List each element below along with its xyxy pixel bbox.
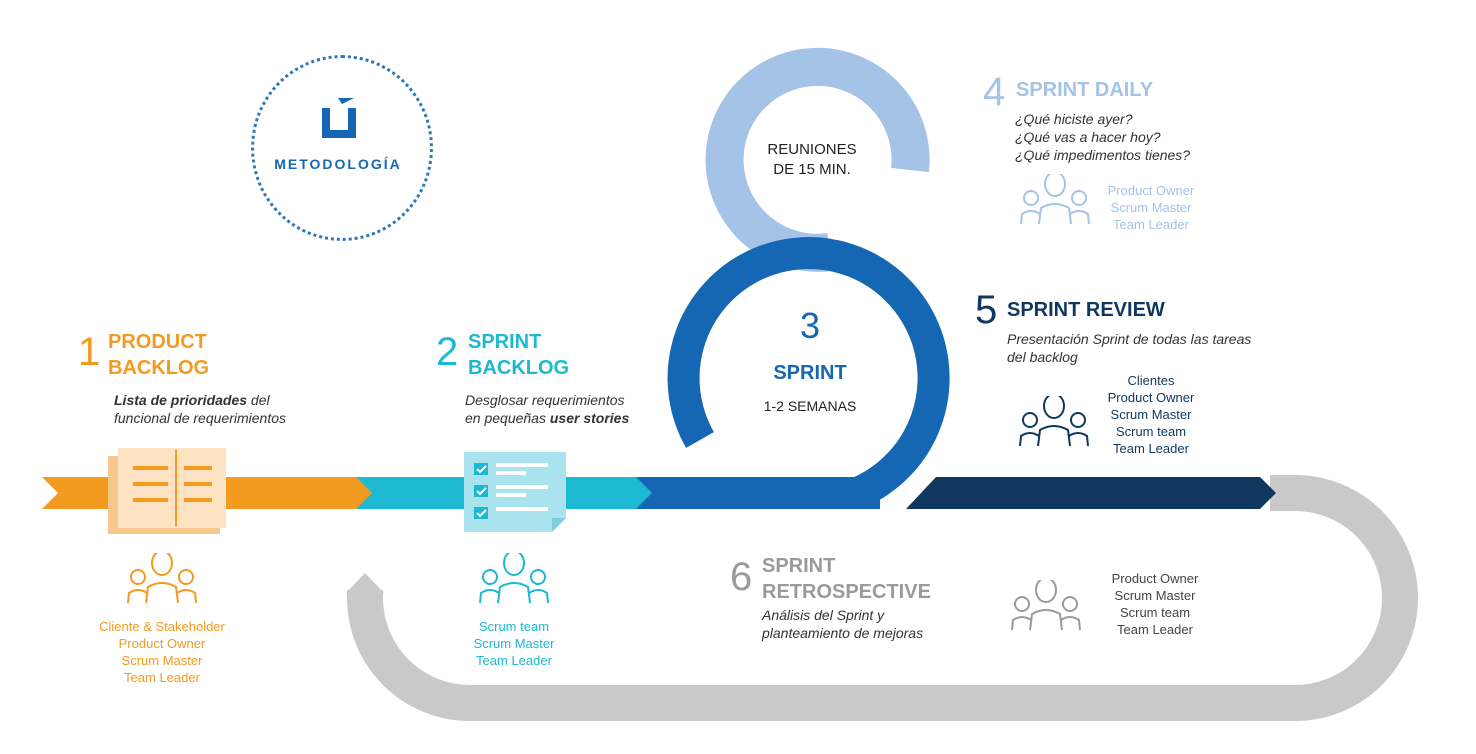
step-5-role: Clientes: [1127, 373, 1175, 388]
step-5-roles: Clientes Product Owner Scrum Master Scru…: [1096, 372, 1206, 457]
step-5-role: Team Leader: [1113, 441, 1189, 456]
step-2-role: Scrum Master: [473, 636, 555, 651]
step-2-role: Team Leader: [476, 653, 552, 668]
step-5-description-line: del backlog: [1007, 349, 1078, 365]
step-4-question: ¿Qué hiciste ayer?: [1015, 111, 1133, 127]
step-2-role: Scrum team: [478, 619, 550, 634]
step-6-role: Scrum Master: [1114, 588, 1196, 603]
retrospective-loop-arrowhead: [346, 573, 384, 593]
step-1-description-rest: del: [247, 392, 270, 408]
step-6-description-line: planteamiento de mejoras: [762, 625, 924, 641]
logo-ring: [251, 55, 433, 241]
step-6-description: Análisis del Sprint y planteamiento de m…: [762, 606, 923, 642]
step-1-role: Cliente & Stakeholder: [99, 619, 225, 634]
step-1-number: 1: [78, 330, 101, 374]
step-6-role: Product Owner: [1111, 571, 1199, 586]
step-1-role: Product Owner: [118, 636, 206, 651]
step-1-team-icon: [126, 550, 198, 610]
step-4-number: 4: [983, 70, 1006, 114]
step-2-title-line1: SPRINT: [468, 331, 542, 353]
step-1-title-line2: BACKLOG: [108, 357, 210, 379]
step-3-number: 3: [799, 305, 821, 346]
step-1-description-line2: funcional de requerimientos: [114, 410, 286, 426]
step-6-number: 6: [730, 555, 753, 599]
daily-loop-arc: [705, 47, 930, 272]
product-backlog-document-icon: [108, 448, 226, 534]
step-5-number: 5: [975, 288, 998, 332]
step-2-description-pre: en pequeñas: [465, 410, 550, 426]
step-5-description-line: Presentación Sprint de todas las tareas: [1007, 331, 1252, 347]
step-3-subtitle: 1-2 SEMANAS: [763, 398, 857, 414]
daily-loop-label-line2: DE 15 MIN.: [773, 161, 851, 178]
step-3-title: SPRINT: [773, 362, 847, 384]
daily-loop-label: REUNIONES DE 15 MIN.: [752, 140, 872, 180]
step-2-title-line2: BACKLOG: [468, 357, 570, 379]
band-blue: [636, 477, 880, 509]
step-1-role: Scrum Master: [121, 653, 203, 668]
logo-mark: [320, 98, 358, 142]
step-6-role: Team Leader: [1117, 622, 1193, 637]
retrospective-loop-track: [347, 475, 1419, 721]
step-1-description: Lista de prioridades del funcional de re…: [114, 391, 286, 427]
step-5-role: Scrum Master: [1110, 407, 1192, 422]
step-4-description: ¿Qué hiciste ayer? ¿Qué vas a hacer hoy?…: [1015, 110, 1190, 164]
step-2-number: 2: [436, 330, 459, 374]
step-4-question: ¿Qué impedimentos tienes?: [1015, 147, 1191, 163]
step-4-role: Scrum Master: [1110, 200, 1192, 215]
step-4-role: Product Owner: [1107, 183, 1195, 198]
step-4-title: SPRINT DAILY: [1016, 79, 1154, 101]
step-5-team-icon: [1018, 393, 1090, 453]
band-navy: [906, 477, 1276, 509]
step-2-roles: Scrum team Scrum Master Team Leader: [454, 618, 574, 669]
step-2-description: Desglosar requerimientos en pequeñas use…: [465, 391, 629, 427]
step-6-roles: Product Owner Scrum Master Scrum team Te…: [1100, 570, 1210, 638]
step-1-role: Team Leader: [124, 670, 200, 685]
step-6-role: Scrum team: [1119, 605, 1191, 620]
sprint-circle-arc: [667, 237, 950, 507]
step-6-title-line1: SPRINT: [762, 555, 836, 577]
step-4-team-icon: [1019, 171, 1091, 231]
step-4-question: ¿Qué vas a hacer hoy?: [1015, 129, 1161, 145]
daily-loop-label-line1: REUNIONES: [767, 141, 857, 158]
step-2-description-em: user stories: [549, 410, 630, 426]
step-1-description-em: Lista de prioridades: [114, 392, 248, 408]
step-2-description-line1: Desglosar requerimientos: [465, 392, 625, 408]
step-1-roles: Cliente & Stakeholder Product Owner Scru…: [82, 618, 242, 686]
step-5-role: Scrum team: [1115, 424, 1187, 439]
step-1-title-line1: PRODUCT: [108, 331, 207, 353]
step-5-role: Product Owner: [1107, 390, 1195, 405]
step-5-title: SPRINT REVIEW: [1007, 299, 1165, 321]
step-6-team-icon: [1010, 577, 1082, 637]
step-6-title-line2: RETROSPECTIVE: [762, 581, 931, 603]
step-4-role: Team Leader: [1113, 217, 1189, 232]
logo-text: METODOLOGÍA: [274, 156, 402, 172]
sprint-backlog-checklist-icon: [464, 452, 566, 532]
step-2-team-icon: [478, 550, 550, 610]
step-5-description: Presentación Sprint de todas las tareas …: [1007, 330, 1251, 366]
step-6-description-line: Análisis del Sprint y: [762, 607, 885, 623]
step-4-roles: Product Owner Scrum Master Team Leader: [1096, 182, 1206, 233]
